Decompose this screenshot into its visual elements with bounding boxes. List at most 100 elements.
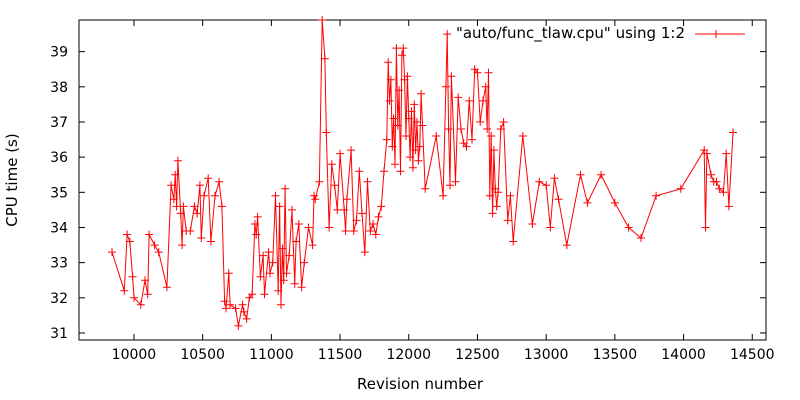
data-point xyxy=(217,202,226,211)
data-point xyxy=(145,230,154,239)
data-point xyxy=(707,170,715,179)
data-point xyxy=(476,118,485,126)
y-tick-label: 35 xyxy=(50,185,68,201)
data-point xyxy=(250,220,259,228)
data-point xyxy=(318,16,327,24)
x-tick-label: 14000 xyxy=(661,347,706,363)
data-point xyxy=(259,251,268,260)
data-point xyxy=(535,177,544,186)
data-point xyxy=(347,146,356,155)
data-point xyxy=(408,163,417,172)
data-point xyxy=(402,132,410,140)
y-tick-label: 39 xyxy=(50,45,68,61)
data-point xyxy=(443,30,452,39)
data-point xyxy=(363,177,372,186)
data-point xyxy=(231,304,240,313)
data-point xyxy=(195,181,204,190)
data-point xyxy=(485,191,494,200)
data-point xyxy=(120,286,129,295)
data-point xyxy=(421,184,430,193)
data-point xyxy=(186,227,195,235)
data-point xyxy=(355,167,364,176)
x-tick-label: 12500 xyxy=(455,347,500,363)
data-point xyxy=(399,44,408,53)
data-point xyxy=(311,195,320,204)
x-tick-label: 11000 xyxy=(249,347,294,363)
data-point xyxy=(226,300,235,309)
data-point xyxy=(294,220,303,228)
axis-ticks: 10000 10500 11000 11500 12000 12500 13000 13500… xyxy=(50,20,775,363)
data-point xyxy=(382,135,391,144)
data-point xyxy=(395,86,404,95)
data-point xyxy=(179,202,188,211)
data-point xyxy=(281,184,290,193)
data-point xyxy=(275,202,284,211)
plot-frame xyxy=(78,19,767,341)
data-point xyxy=(576,170,585,179)
y-tick-label: 32 xyxy=(50,291,68,307)
data-point xyxy=(325,223,334,232)
data-point xyxy=(108,248,116,257)
data-point xyxy=(446,181,454,190)
data-point xyxy=(222,304,230,313)
x-tick-label: 12000 xyxy=(386,347,431,363)
data-point xyxy=(506,191,515,200)
data-point xyxy=(610,198,619,207)
data-point xyxy=(315,177,324,186)
x-axis-title: Revision number xyxy=(357,375,484,393)
data-point xyxy=(496,125,505,133)
data-point xyxy=(403,72,412,81)
data-point xyxy=(136,300,145,309)
data-point xyxy=(492,202,501,211)
data-point xyxy=(178,241,187,250)
x-tick-label: 10500 xyxy=(180,347,225,363)
data-point xyxy=(542,181,551,190)
data-point xyxy=(234,321,243,330)
data-point xyxy=(454,93,463,102)
data-point xyxy=(224,269,233,278)
data-point xyxy=(193,209,202,218)
data-point xyxy=(393,121,402,130)
data-point xyxy=(546,223,555,232)
data-point xyxy=(439,191,448,200)
data-point xyxy=(444,125,453,133)
data-point xyxy=(190,202,199,211)
data-point xyxy=(389,114,398,123)
data-point xyxy=(215,177,224,186)
data-point xyxy=(385,96,394,105)
data-point xyxy=(481,82,490,91)
data-point xyxy=(722,149,731,158)
data-point xyxy=(414,156,423,165)
y-tick-label: 31 xyxy=(50,326,68,342)
data-point xyxy=(278,244,287,253)
data-point xyxy=(167,181,176,190)
data-point xyxy=(391,160,399,169)
data-point xyxy=(256,272,265,281)
data-point xyxy=(369,220,377,228)
data-point xyxy=(583,198,592,207)
legend-label: "auto/func_tlaw.cpu" using 1:2 xyxy=(456,24,685,43)
data-point xyxy=(411,146,420,155)
data-point xyxy=(550,174,559,183)
data-point xyxy=(413,118,421,126)
data-point xyxy=(451,177,460,186)
data-point xyxy=(130,293,138,302)
data-point xyxy=(483,125,492,133)
data-point xyxy=(277,300,285,309)
data-point xyxy=(141,276,149,285)
data-point xyxy=(342,195,351,204)
data-point xyxy=(123,230,132,239)
data-point xyxy=(200,191,208,200)
data-point xyxy=(162,283,171,292)
data-point xyxy=(418,121,427,130)
data-point xyxy=(712,177,721,186)
data-point xyxy=(341,227,350,235)
data-point xyxy=(253,212,262,221)
data-point xyxy=(206,237,215,246)
data-point xyxy=(417,89,426,98)
x-tick-label: 13000 xyxy=(524,347,569,363)
data-point xyxy=(384,58,393,67)
data-point xyxy=(336,149,345,158)
data-point xyxy=(173,156,182,165)
data-point xyxy=(415,142,424,151)
